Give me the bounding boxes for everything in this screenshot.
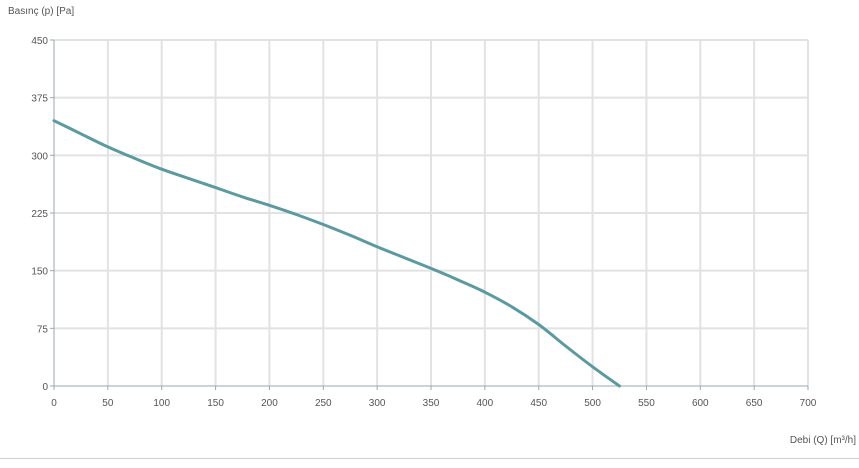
y-tick-label: 150 — [31, 267, 48, 278]
x-tick-label: 50 — [102, 398, 114, 409]
x-tick-label: 200 — [261, 398, 278, 409]
x-tick-label: 600 — [692, 398, 709, 409]
y-tick-label: 75 — [37, 324, 49, 335]
axes — [50, 40, 808, 390]
x-tick-label: 450 — [530, 398, 547, 409]
x-tick-label: 350 — [423, 398, 440, 409]
x-axis-title: Debi (Q) [m³/h] — [790, 435, 856, 446]
chart-bottom-border — [0, 458, 859, 459]
x-tick-label: 250 — [315, 398, 332, 409]
y-axis-title: Basınç (p) [Pa] — [8, 6, 74, 17]
y-tick-label: 375 — [31, 94, 48, 105]
x-tick-label: 500 — [584, 398, 601, 409]
grid — [54, 40, 808, 386]
x-tick-label: 0 — [51, 398, 57, 409]
x-tick-label: 650 — [746, 398, 763, 409]
tick-labels: 0 50 100 150 200 250 300 350 400 450 500 550 600 650 7… — [31, 36, 816, 409]
x-tick-label: 550 — [638, 398, 655, 409]
y-tick-label: 450 — [31, 36, 48, 47]
y-tick-label: 225 — [31, 209, 48, 220]
y-tick-label: 0 — [42, 382, 48, 393]
series-layer — [54, 121, 620, 386]
y-tick-label: 300 — [31, 151, 48, 162]
x-tick-label: 100 — [153, 398, 170, 409]
pressure-curve — [54, 121, 620, 386]
x-tick-label: 150 — [207, 398, 224, 409]
x-tick-label: 700 — [800, 398, 817, 409]
x-tick-label: 400 — [477, 398, 494, 409]
x-tick-label: 300 — [369, 398, 386, 409]
